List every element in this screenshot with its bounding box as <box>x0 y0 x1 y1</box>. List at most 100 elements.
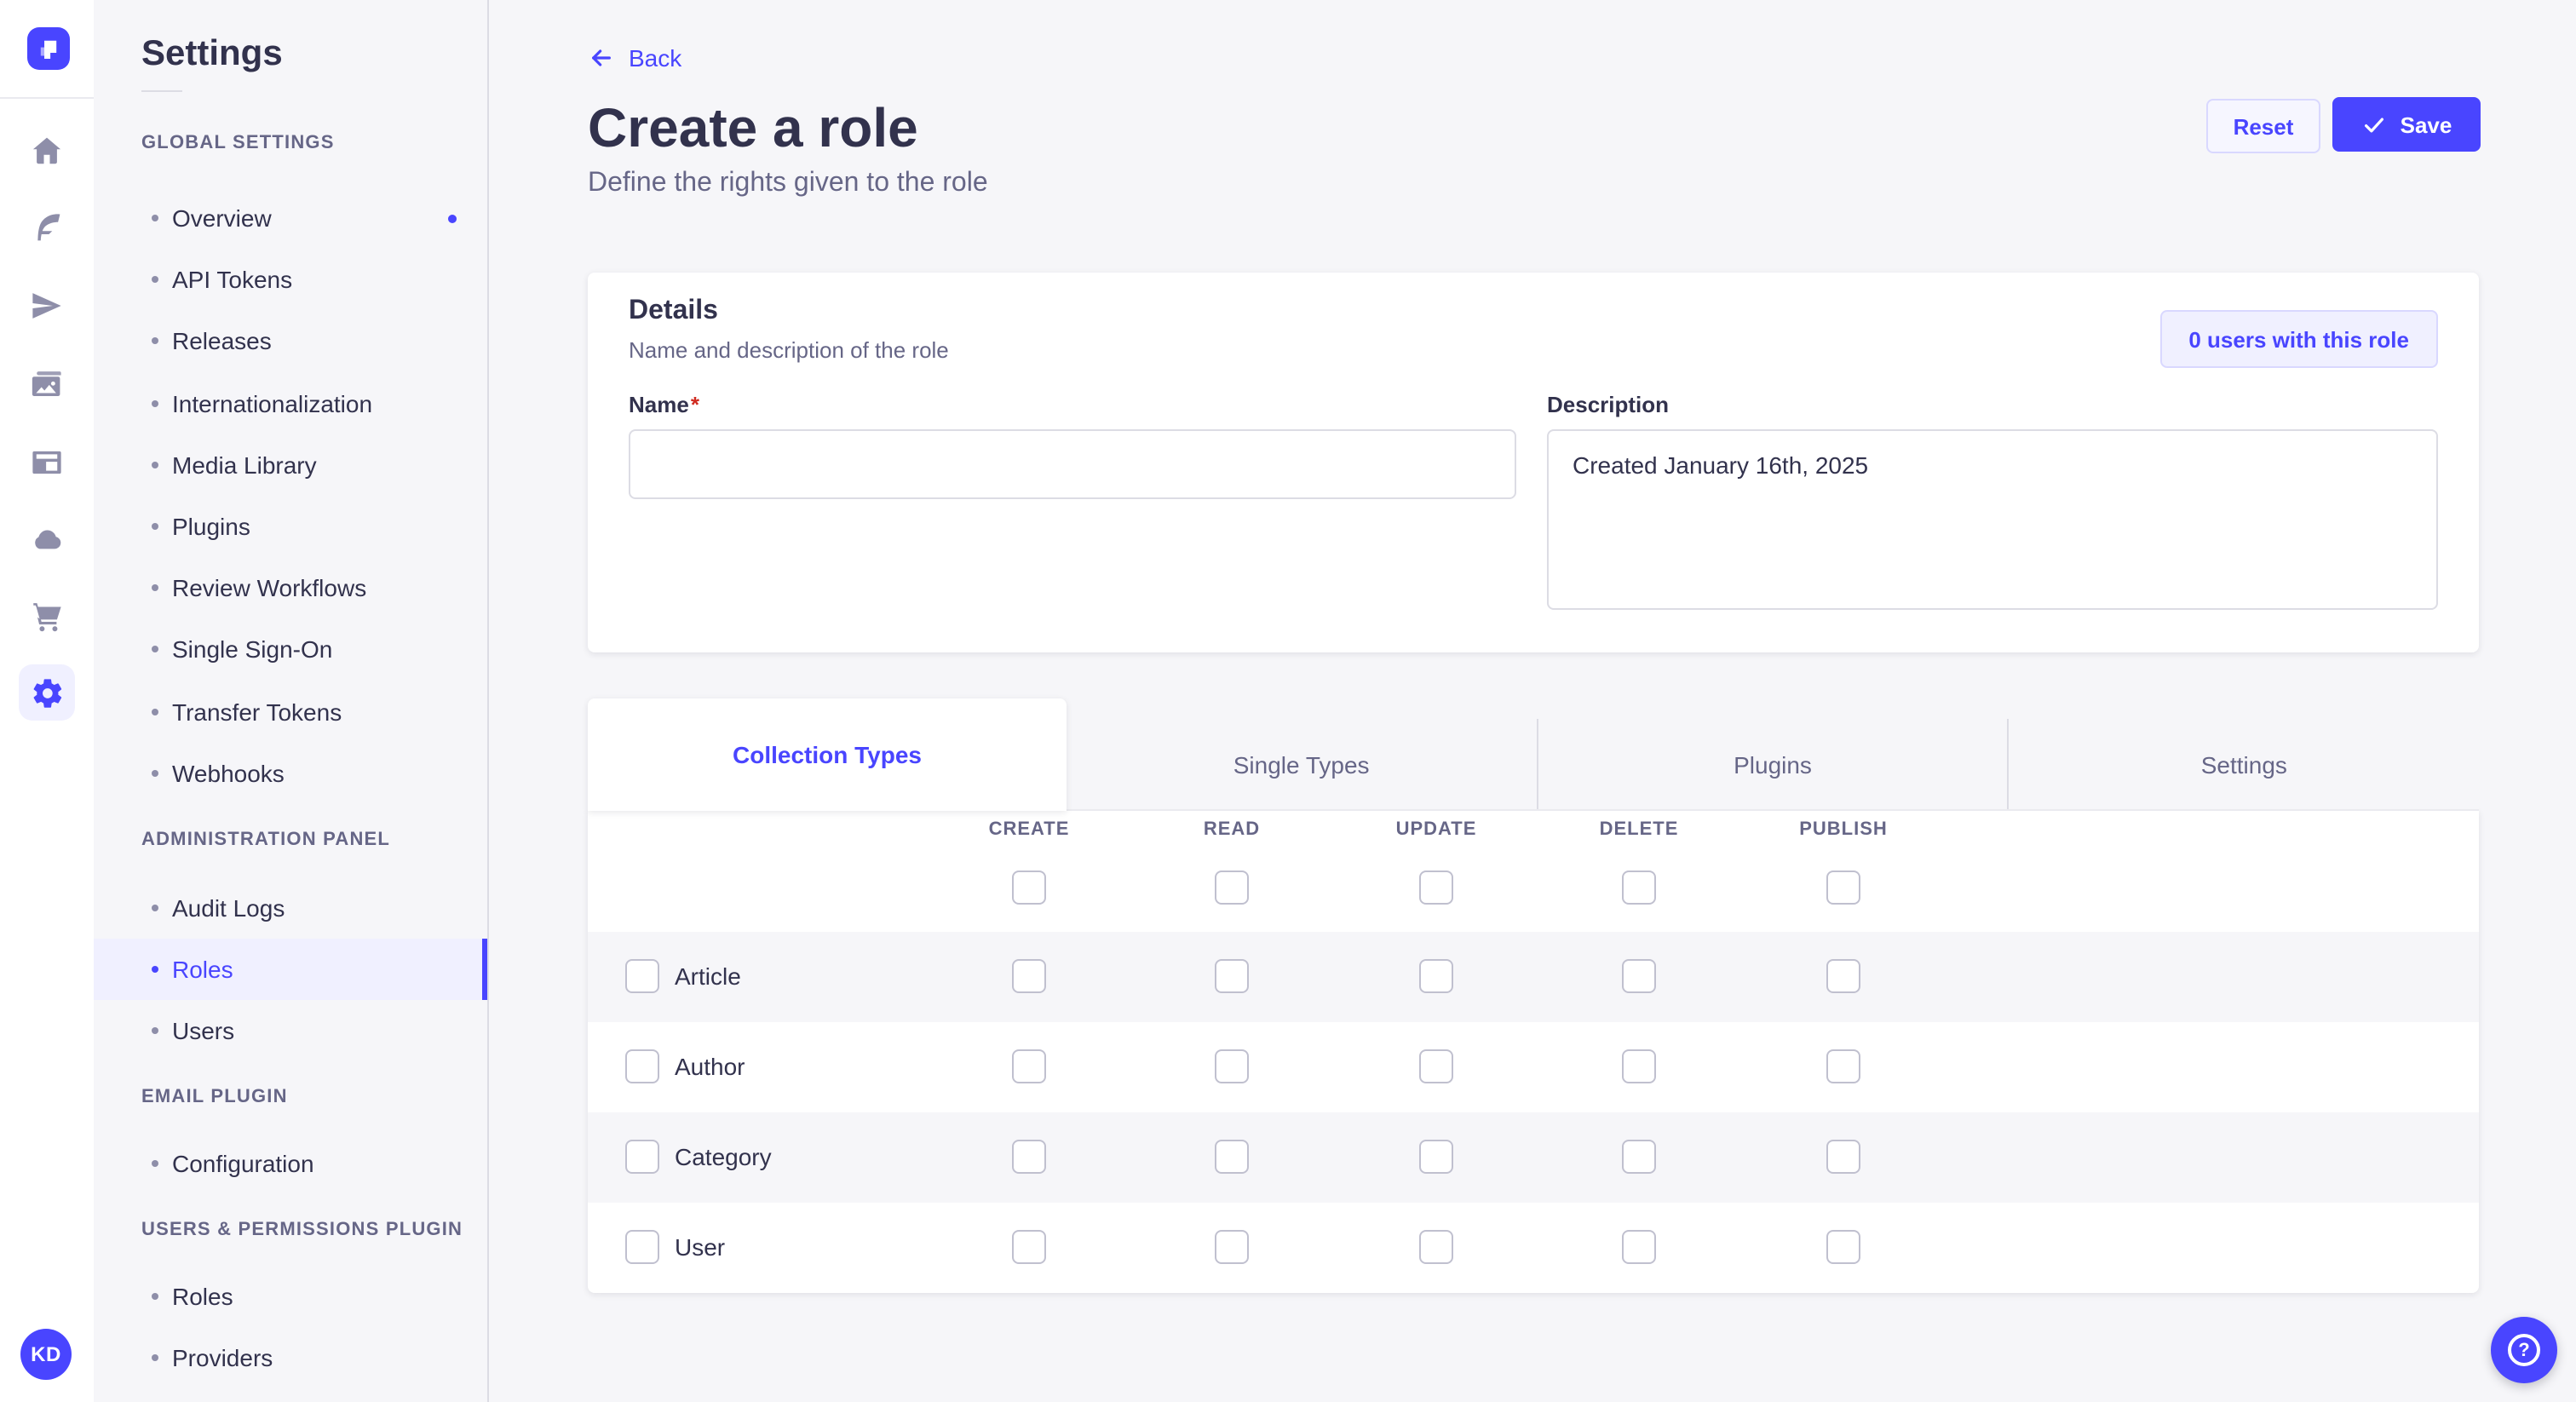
user-create-checkbox[interactable] <box>1012 1230 1046 1264</box>
user-delete-checkbox[interactable] <box>1622 1230 1656 1264</box>
home-icon[interactable] <box>29 133 65 169</box>
tab-settings[interactable]: Settings <box>2007 719 2479 809</box>
category-read-checkbox[interactable] <box>1215 1140 1249 1174</box>
settings-sidebar: Settings GLOBAL SETTINGS Overview API To… <box>94 0 489 1402</box>
details-subtitle: Name and description of the role <box>629 337 949 363</box>
page-subtitle: Define the rights given to the role <box>588 169 988 198</box>
bullet-icon <box>152 966 158 974</box>
sidebar-item-webhooks[interactable]: Webhooks <box>94 742 487 803</box>
sidebar-item-transfer-tokens[interactable]: Transfer Tokens <box>94 681 487 742</box>
bullet-icon <box>152 1353 158 1361</box>
bullet-icon <box>152 276 158 284</box>
user-read-checkbox[interactable] <box>1215 1230 1249 1264</box>
bullet-icon <box>152 523 158 531</box>
sidebar-item-single-sign-on[interactable]: Single Sign-On <box>94 619 487 681</box>
cloud-icon[interactable] <box>29 521 65 557</box>
category-create-checkbox[interactable] <box>1012 1140 1046 1174</box>
sidebar-item-review-workflows[interactable]: Review Workflows <box>94 557 487 618</box>
column-header-create: CREATE <box>988 819 1070 840</box>
sidebar-item-label: Releases <box>172 327 272 355</box>
tab-collection-types[interactable]: Collection Types <box>588 698 1067 811</box>
table-row-category: Category <box>588 1112 2479 1202</box>
save-button[interactable]: Save <box>2332 97 2481 152</box>
select-all-create-checkbox[interactable] <box>1012 871 1046 905</box>
settings-gear-icon[interactable] <box>19 664 75 721</box>
author-delete-checkbox[interactable] <box>1622 1049 1656 1083</box>
rail-divider <box>0 97 94 99</box>
permissions-card: Collection Types Single Types Plugins Se… <box>588 698 2479 1293</box>
article-read-checkbox[interactable] <box>1215 959 1249 993</box>
row-label: Article <box>675 962 741 990</box>
row-select-checkbox[interactable] <box>625 959 659 993</box>
bullet-icon <box>152 1159 158 1167</box>
article-create-checkbox[interactable] <box>1012 959 1046 993</box>
author-read-checkbox[interactable] <box>1215 1049 1249 1083</box>
sidebar-item-up-roles[interactable]: Roles <box>94 1265 487 1326</box>
user-avatar[interactable]: KD <box>20 1329 72 1380</box>
user-update-checkbox[interactable] <box>1419 1230 1453 1264</box>
marketplace-cart-icon[interactable] <box>29 598 65 634</box>
feather-icon[interactable] <box>29 210 65 245</box>
section-label-email-plugin: EMAIL PLUGIN <box>141 1087 288 1108</box>
user-publish-checkbox[interactable] <box>1826 1230 1860 1264</box>
column-header-publish: PUBLISH <box>1799 819 1888 840</box>
sidebar-item-overview[interactable]: Overview <box>94 187 487 249</box>
bullet-icon <box>152 1292 158 1300</box>
save-label: Save <box>2400 112 2452 137</box>
column-header-delete: DELETE <box>1599 819 1679 840</box>
sidebar-item-users[interactable]: Users <box>94 1001 487 1062</box>
reset-button[interactable]: Reset <box>2206 99 2320 153</box>
table-row-article: Article <box>588 931 2479 1021</box>
media-library-icon[interactable] <box>29 366 65 402</box>
tab-single-types[interactable]: Single Types <box>1233 750 1370 778</box>
author-publish-checkbox[interactable] <box>1826 1049 1860 1083</box>
bullet-icon <box>152 904 158 911</box>
row-select-checkbox[interactable] <box>625 1140 659 1174</box>
bullet-icon <box>152 708 158 715</box>
sidebar-item-media-library[interactable]: Media Library <box>94 434 487 496</box>
sidebar-item-providers[interactable]: Providers <box>94 1327 487 1388</box>
sidebar-item-configuration[interactable]: Configuration <box>94 1132 487 1193</box>
paper-plane-icon[interactable] <box>29 288 65 324</box>
name-input[interactable] <box>629 429 1516 499</box>
strapi-logo[interactable] <box>27 27 70 70</box>
sidebar-item-label: Transfer Tokens <box>172 698 342 726</box>
content-manager-icon[interactable] <box>29 445 65 480</box>
category-update-checkbox[interactable] <box>1419 1140 1453 1174</box>
users-with-role-button[interactable]: 0 users with this role <box>2159 310 2438 368</box>
bullet-icon <box>152 584 158 592</box>
select-all-publish-checkbox[interactable] <box>1826 871 1860 905</box>
tab-plugins[interactable]: Plugins <box>1536 719 2007 809</box>
help-button[interactable]: ? <box>2491 1317 2557 1383</box>
category-publish-checkbox[interactable] <box>1826 1140 1860 1174</box>
row-select-checkbox[interactable] <box>625 1230 659 1264</box>
sidebar-item-label: Audit Logs <box>172 893 285 922</box>
row-select-checkbox[interactable] <box>625 1049 659 1083</box>
details-card: Details Name and description of the role… <box>588 273 2479 652</box>
main-content: Back Create a role Define the rights giv… <box>489 0 2576 1402</box>
description-label: Description <box>1547 392 1670 417</box>
sidebar-item-label: Webhooks <box>172 759 285 787</box>
row-label: User <box>675 1233 726 1261</box>
sidebar-item-roles-active[interactable]: Roles <box>94 939 487 1001</box>
select-all-update-checkbox[interactable] <box>1419 871 1453 905</box>
author-create-checkbox[interactable] <box>1012 1049 1046 1083</box>
question-mark-icon: ? <box>2508 1334 2540 1366</box>
article-delete-checkbox[interactable] <box>1622 959 1656 993</box>
permissions-table: CREATE READ UPDATE DELETE PUBLISH Articl… <box>588 811 2479 1293</box>
article-publish-checkbox[interactable] <box>1826 959 1860 993</box>
author-update-checkbox[interactable] <box>1419 1049 1453 1083</box>
select-all-read-checkbox[interactable] <box>1215 871 1249 905</box>
description-textarea[interactable]: Created January 16th, 2025 <box>1547 429 2438 610</box>
sidebar-item-releases[interactable]: Releases <box>94 311 487 372</box>
article-update-checkbox[interactable] <box>1419 959 1453 993</box>
section-label-administration-panel: ADMINISTRATION PANEL <box>141 829 391 850</box>
category-delete-checkbox[interactable] <box>1622 1140 1656 1174</box>
sidebar-item-internationalization[interactable]: Internationalization <box>94 372 487 434</box>
sidebar-item-audit-logs[interactable]: Audit Logs <box>94 877 487 939</box>
sidebar-item-plugins[interactable]: Plugins <box>94 496 487 557</box>
sidebar-item-api-tokens[interactable]: API Tokens <box>94 249 487 310</box>
back-link[interactable]: Back <box>588 44 681 72</box>
select-all-delete-checkbox[interactable] <box>1622 871 1656 905</box>
